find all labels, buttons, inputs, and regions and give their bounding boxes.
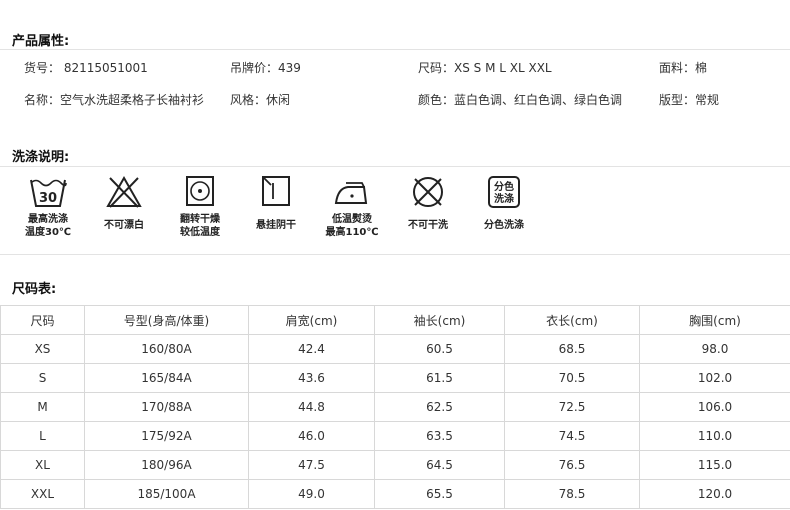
cell-shoulder: 43.6	[248, 363, 375, 393]
size-table-title: 尺码表:	[12, 282, 57, 297]
cell-length: 76.5	[504, 450, 640, 480]
wash-label: 不可漂白	[104, 220, 144, 231]
wash-instructions-title: 洗涤说明:	[12, 150, 70, 165]
svg-text:30: 30	[39, 191, 57, 206]
cell-sleeve: 61.5	[374, 363, 505, 393]
wash-label: 最高洗涤 温度30℃	[24, 214, 72, 238]
no-dry-clean-icon	[408, 174, 448, 210]
cell-chest: 102.0	[639, 363, 790, 393]
header-sleeve: 袖长(cm)	[374, 305, 505, 335]
no-bleach-icon	[104, 174, 144, 210]
divider	[0, 166, 790, 167]
cell-height-weight: 180/96A	[84, 450, 249, 480]
cell-shoulder: 47.5	[248, 450, 375, 480]
attr-style: 风格：休闲	[230, 93, 291, 107]
cell-size: L	[0, 421, 85, 451]
cell-shoulder: 49.0	[248, 479, 375, 509]
cell-height-weight: 175/92A	[84, 421, 249, 451]
cell-chest: 120.0	[639, 479, 790, 509]
header-shoulder: 肩宽(cm)	[248, 305, 375, 335]
divider	[0, 254, 790, 255]
table-row: XXL 185/100A 49.0 65.5 78.5 120.0	[0, 479, 790, 509]
cell-sleeve: 60.5	[374, 334, 505, 364]
cell-size: M	[0, 392, 85, 422]
attr-sizes: 尺码：XS S M L XL XXL	[418, 61, 552, 75]
attr-price: 吊牌价：439	[230, 61, 301, 75]
cell-sleeve: 64.5	[374, 450, 505, 480]
divider	[0, 49, 790, 50]
cell-height-weight: 170/88A	[84, 392, 249, 422]
cell-size: S	[0, 363, 85, 393]
cell-length: 72.5	[504, 392, 640, 422]
cell-length: 68.5	[504, 334, 640, 364]
attr-fit: 版型：常规	[659, 93, 720, 107]
cell-height-weight: 185/100A	[84, 479, 249, 509]
attr-sku: 货号： 82115051001	[24, 61, 148, 75]
cell-sleeve: 65.5	[374, 479, 505, 509]
cell-height-weight: 160/80A	[84, 334, 249, 364]
table-row: XS 160/80A 42.4 60.5 68.5 98.0	[0, 334, 790, 364]
table-row: L 175/92A 46.0 63.5 74.5 110.0	[0, 421, 790, 451]
attr-colors: 颜色：蓝白色调、红白色调、绿白色调	[418, 93, 623, 107]
cell-length: 74.5	[504, 421, 640, 451]
iron-low-icon	[332, 174, 372, 210]
product-attributes-title: 产品属性:	[12, 34, 70, 49]
tumble-dry-low-icon	[180, 174, 220, 210]
wash-label: 低温熨烫 最高110℃	[325, 214, 379, 238]
cell-shoulder: 42.4	[248, 334, 375, 364]
cell-size: XL	[0, 450, 85, 480]
cell-chest: 106.0	[639, 392, 790, 422]
cell-size: XXL	[0, 479, 85, 509]
table-header-row: 尺码 号型(身高/体重) 肩宽(cm) 袖长(cm) 衣长(cm) 胸围(cm)	[0, 305, 790, 335]
cell-size: XS	[0, 334, 85, 364]
line-dry-shade-icon	[256, 174, 296, 210]
cell-chest: 115.0	[639, 450, 790, 480]
cell-chest: 110.0	[639, 421, 790, 451]
wash-label: 分色洗涤	[484, 220, 524, 231]
cell-sleeve: 62.5	[374, 392, 505, 422]
attr-fabric: 面料：棉	[659, 61, 708, 75]
svg-text:洗涤: 洗涤	[494, 192, 514, 205]
cell-chest: 98.0	[639, 334, 790, 364]
cell-height-weight: 165/84A	[84, 363, 249, 393]
header-length: 衣长(cm)	[504, 305, 640, 335]
header-size: 尺码	[0, 305, 85, 335]
header-chest: 胸围(cm)	[639, 305, 790, 335]
cell-sleeve: 63.5	[374, 421, 505, 451]
table-row: S 165/84A 43.6 61.5 70.5 102.0	[0, 363, 790, 393]
cell-shoulder: 46.0	[248, 421, 375, 451]
wash-label: 悬挂阴干	[256, 220, 296, 231]
svg-text:分色: 分色	[494, 180, 514, 193]
attr-name: 名称：空气水洗超柔格子长袖衬衫	[24, 93, 205, 107]
cell-shoulder: 44.8	[248, 392, 375, 422]
separate-wash-icon: 分色 洗涤	[484, 174, 524, 210]
cell-length: 70.5	[504, 363, 640, 393]
header-height-weight: 号型(身高/体重)	[84, 305, 249, 335]
cell-length: 78.5	[504, 479, 640, 509]
wash-label: 不可干洗	[408, 220, 448, 231]
table-row: XL 180/96A 47.5 64.5 76.5 115.0	[0, 450, 790, 480]
table-row: M 170/88A 44.8 62.5 72.5 106.0	[0, 392, 790, 422]
wash-30-icon: 30	[28, 174, 68, 210]
size-table: 尺码 号型(身高/体重) 肩宽(cm) 袖长(cm) 衣长(cm) 胸围(cm)…	[0, 305, 790, 509]
wash-label: 翻转干燥 较低温度	[180, 214, 220, 238]
